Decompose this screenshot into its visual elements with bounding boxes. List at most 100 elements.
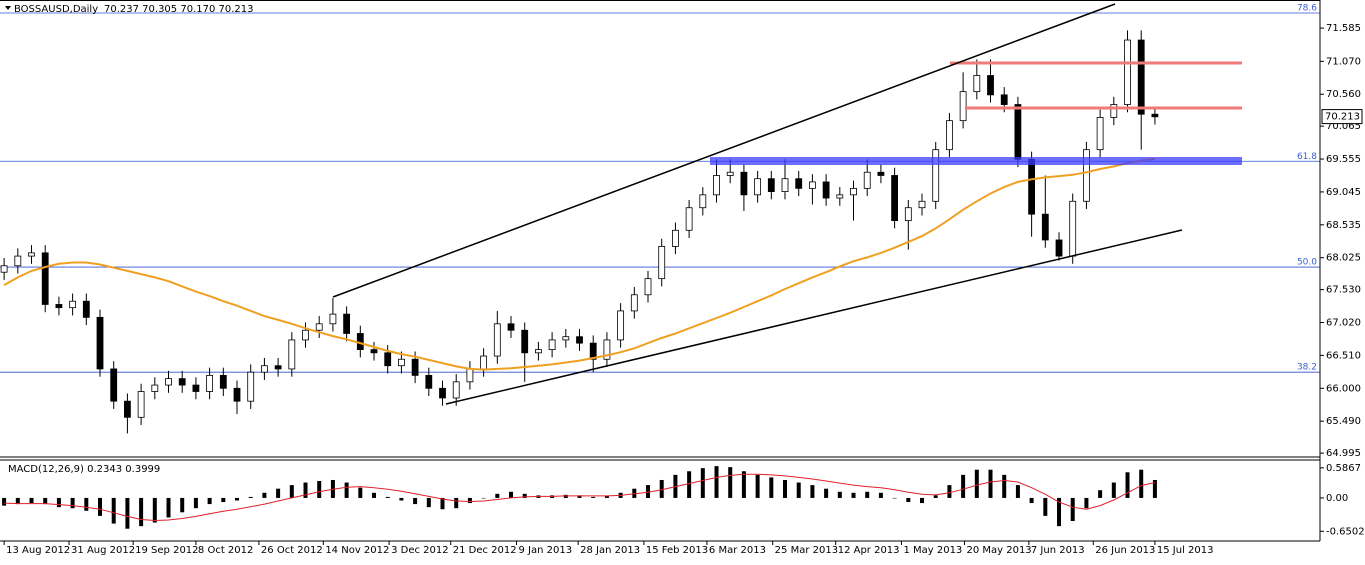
macd-bar (1057, 497, 1062, 527)
macd-bar (892, 497, 897, 499)
macd-bar (207, 497, 212, 505)
macd-bar (372, 492, 377, 498)
candle-body (932, 149, 940, 202)
macd-bar (98, 497, 103, 516)
macd-bar (522, 493, 527, 498)
macd-title: MACD(12,26,9) 0.2343 0.3999 (8, 464, 160, 475)
candle-body (452, 381, 460, 399)
x-tick-label: 7 Jun 2013 (1031, 545, 1085, 556)
candle-body (343, 313, 351, 334)
fib-label: 50.0 (1297, 258, 1317, 268)
y-tick-label: 68.025 (1326, 253, 1361, 264)
x-tick-label: 8 Oct 2012 (198, 545, 253, 556)
candle-body (1096, 117, 1104, 151)
x-tick-label: 26 Oct 2012 (261, 545, 323, 556)
candle-body (740, 171, 748, 196)
macd-bar (878, 492, 883, 498)
macd-bar (646, 485, 651, 498)
y-tick-label: 68.535 (1326, 220, 1361, 231)
macd-bar (920, 497, 925, 504)
macd-bar (180, 497, 185, 513)
candle-body (192, 384, 200, 392)
macd-bar (796, 482, 801, 498)
y-tick-label: 70.065 (1326, 121, 1361, 132)
macd-bar (728, 467, 733, 498)
fib-label: 61.8 (1297, 152, 1317, 162)
support-zone (710, 157, 1242, 165)
x-tick-label: 20 May 2013 (966, 545, 1031, 556)
candle-body (754, 178, 762, 196)
macd-bar (824, 488, 829, 498)
x-tick-label: 19 Sep 2012 (135, 545, 198, 556)
macd-bar (262, 492, 267, 498)
macd-bar (152, 497, 157, 523)
candle-body (863, 171, 871, 189)
candle-body (877, 171, 885, 176)
candle-body (411, 358, 419, 376)
candle-body (918, 200, 926, 209)
y-tick-label: 70.560 (1326, 89, 1361, 100)
candle-body (41, 252, 49, 305)
moving-average (3, 157, 1156, 371)
menu-arrow[interactable] (5, 6, 11, 10)
candle-body (329, 313, 337, 325)
macd-bar (358, 487, 363, 498)
macd-bar (714, 466, 719, 498)
candle-body (466, 368, 474, 383)
x-tick-label: 13 Aug 2012 (6, 545, 70, 556)
candle-body (781, 178, 789, 192)
candle-body (630, 294, 638, 312)
candle-body (55, 304, 63, 309)
macd-bar (70, 497, 75, 509)
macd-bar (1152, 479, 1157, 498)
candle-body (644, 278, 652, 296)
candle-body (850, 187, 857, 196)
macd-bar (604, 495, 609, 498)
candle-body (82, 300, 90, 318)
macd-tick-label: 0.5867 (1326, 463, 1361, 474)
fib-label: 78.6 (1297, 3, 1317, 13)
macd-bar (1043, 497, 1048, 516)
macd-bar (29, 497, 34, 504)
macd-bar (235, 497, 240, 501)
candle-body (1069, 200, 1077, 257)
macd-bar (509, 491, 514, 498)
macd-bar (741, 471, 746, 498)
macd-bar (933, 495, 938, 498)
ohlc-values: 70.237 70.305 70.170 70.213 (104, 4, 254, 15)
macd-bar (961, 474, 966, 498)
candle-body (973, 75, 981, 93)
candle-body (946, 120, 953, 151)
macd-bar (1125, 472, 1130, 498)
macd-bar (440, 497, 445, 510)
macd-bar (248, 496, 253, 498)
x-tick-label: 15 Feb 2013 (646, 545, 708, 556)
candle-body (480, 355, 488, 370)
candle-body (726, 171, 734, 176)
macd-bar (1084, 497, 1089, 509)
macd-bar (810, 485, 815, 498)
macd-bar (166, 497, 171, 518)
candle-body (124, 400, 131, 418)
macd-bar (317, 481, 322, 498)
candle-body (767, 178, 775, 192)
candle-body (493, 323, 501, 357)
candle-body (69, 300, 77, 309)
y-tick-label: 66.510 (1326, 350, 1361, 361)
macd-bar (2, 497, 7, 506)
macd-bar (974, 469, 979, 498)
candle-body (151, 384, 159, 392)
y-tick-label: 67.530 (1326, 285, 1361, 296)
macd-bar (837, 491, 842, 498)
x-tick-label: 25 Mar 2013 (775, 545, 838, 556)
x-tick-label: 15 Jul 2013 (1157, 545, 1214, 556)
macd-bar (399, 497, 404, 501)
candle-body (288, 339, 296, 370)
x-tick-label: 9 Jan 2013 (518, 545, 572, 556)
macd-bar (193, 497, 198, 509)
chart-layers: 71.585 71.070 70.560 70.065 69.555 69.045 68.5… (0, 3, 1365, 556)
x-tick-label: 3 Dec 2012 (391, 545, 449, 556)
macd-bar (1098, 490, 1103, 498)
candle-body (1000, 94, 1008, 105)
